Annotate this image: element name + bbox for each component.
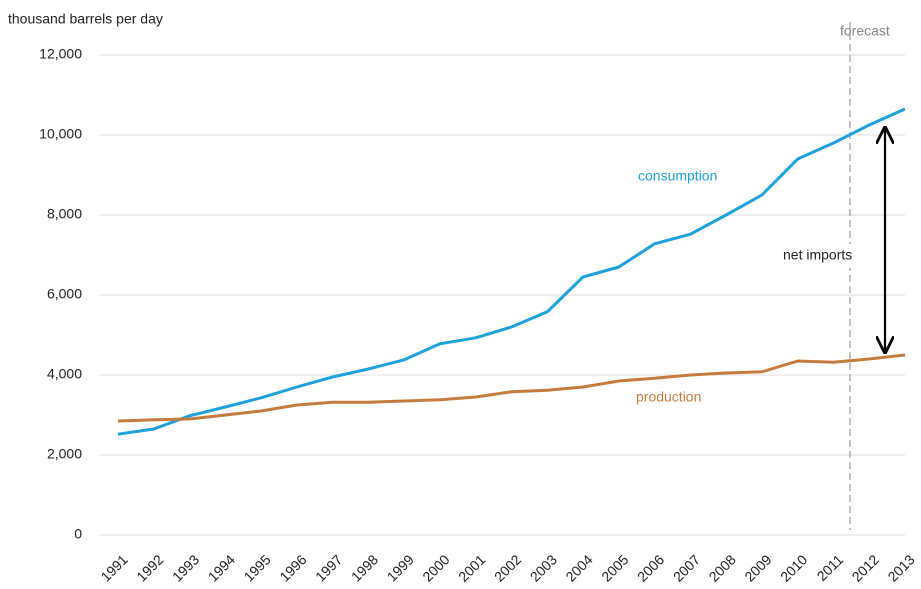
series-label: consumption (638, 168, 717, 184)
forecast-label: forecast (840, 23, 890, 39)
series-line (117, 353, 906, 423)
y-tick-label: 12,000 (39, 46, 82, 62)
x-tick-label: 1999 (384, 551, 417, 584)
y-tick-label: 10,000 (39, 126, 82, 142)
x-tick-label: 2011 (814, 551, 847, 584)
x-tick-label: 2009 (741, 551, 774, 584)
x-tick-label: 2000 (419, 551, 452, 584)
series-line (117, 107, 906, 436)
x-tick-label: 2012 (849, 551, 882, 584)
grid (100, 54, 905, 536)
x-tick-label: 2008 (706, 551, 739, 584)
x-tick-label: 1991 (97, 551, 130, 584)
x-tick-label: 2007 (670, 551, 703, 584)
y-tick-label: 2,000 (47, 446, 82, 462)
x-tick-label: 2004 (562, 551, 595, 584)
x-tick-label: 2005 (598, 551, 631, 584)
x-tick-label: 2006 (634, 551, 667, 584)
y-tick-label: 4,000 (47, 366, 82, 382)
x-tick-label: 2013 (884, 551, 917, 584)
x-tick-label: 2010 (777, 551, 810, 584)
x-tick-label: 1995 (240, 551, 273, 584)
net-imports-label: net imports (783, 247, 852, 263)
x-tick-label: 1997 (312, 551, 345, 584)
x-tick-label: 1992 (133, 551, 166, 584)
x-tick-label: 1998 (348, 551, 381, 584)
x-tick-label: 1993 (169, 551, 202, 584)
x-tick-label: 2001 (455, 551, 488, 584)
x-tick-label: 2003 (527, 551, 560, 584)
x-tick-label: 1994 (205, 551, 238, 584)
y-tick-label: 8,000 (47, 206, 82, 222)
x-tick-label: 1996 (276, 551, 309, 584)
label-bg (778, 244, 882, 268)
y-tick-label: 6,000 (47, 286, 82, 302)
y-axis-label: thousand barrels per day (8, 11, 163, 27)
y-tick-label: 0 (74, 526, 82, 542)
x-tick-label: 2002 (491, 551, 524, 584)
series-label: production (636, 389, 701, 405)
